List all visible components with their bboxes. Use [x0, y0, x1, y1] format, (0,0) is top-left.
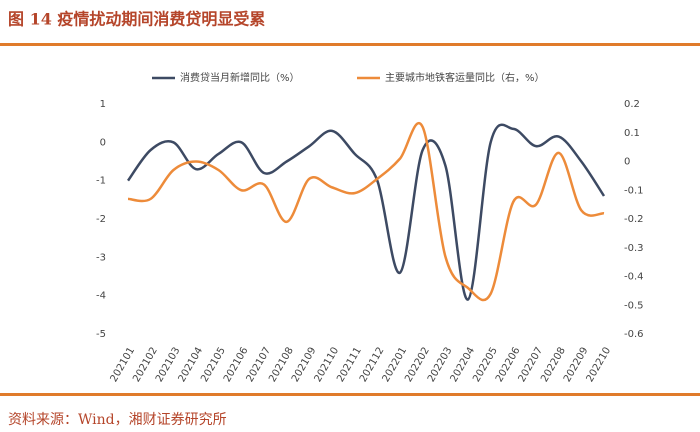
bottom-rule [0, 393, 700, 396]
y2-tick-label: 0.1 [624, 128, 640, 139]
y-tick-label: -4 [96, 291, 106, 302]
y2-tick-label: 0.2 [624, 99, 640, 110]
y-tick-label: 0 [100, 137, 106, 148]
chart-title: 图 14 疫情扰动期间消费贷明显受累 [8, 10, 265, 29]
y2-tick-label: -0.4 [624, 272, 644, 283]
legend-label: 主要城市地铁客运量同比（右，%） [385, 71, 545, 84]
y-tick-label: 1 [100, 99, 106, 110]
series-line [126, 123, 606, 301]
y-tick-label: -2 [96, 214, 106, 225]
y-tick-label: -1 [96, 176, 106, 187]
y2-tick-label: 0 [624, 157, 630, 168]
y-tick-label: -5 [96, 329, 106, 340]
series-line [127, 122, 605, 302]
y2-tick-label: -0.5 [624, 300, 644, 311]
y2-tick-label: -0.6 [624, 329, 644, 340]
top-rule [0, 43, 700, 46]
legend-label: 消费贷当月新增同比（%） [180, 71, 300, 84]
y2-tick-label: -0.1 [624, 185, 644, 196]
y-tick-label: -3 [96, 252, 106, 263]
y2-tick-label: -0.3 [624, 243, 644, 254]
y2-tick-label: -0.2 [624, 214, 644, 225]
source: 资料来源：Wind，湘财证券研究所 [8, 412, 227, 428]
